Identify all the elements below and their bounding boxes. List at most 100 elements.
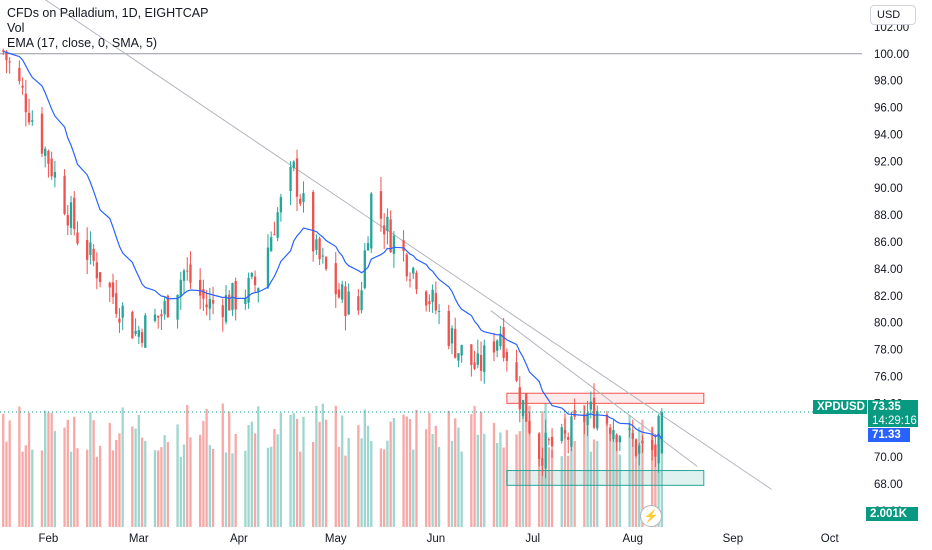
candle-body <box>292 161 295 169</box>
candle-body <box>108 282 111 288</box>
volume-bar <box>144 440 147 527</box>
candle-body <box>450 328 454 344</box>
volume-bar <box>189 437 192 527</box>
volume-bar <box>98 445 102 527</box>
volume-bar <box>115 439 118 527</box>
ema-line <box>3 50 663 440</box>
volume-bar <box>596 441 599 527</box>
volume-bar <box>5 441 8 527</box>
candle-body <box>528 420 531 434</box>
candle-body <box>589 401 592 410</box>
candle-body <box>98 272 102 283</box>
candle-body <box>544 432 547 469</box>
volume-bar <box>476 434 479 527</box>
candle-body <box>27 112 31 123</box>
candle-body <box>21 85 24 88</box>
chart-legend: CFDs on Palladium, 1D, EIGHTCAP Vol EMA … <box>7 6 208 51</box>
candle-body <box>470 344 473 365</box>
volume-bar <box>299 451 302 527</box>
candle-body <box>496 340 499 351</box>
volume-bar <box>479 411 483 527</box>
candle-body <box>638 445 641 454</box>
price-zones[interactable] <box>506 392 705 486</box>
volume-bar <box>515 434 518 527</box>
volume-bar <box>199 434 202 527</box>
candle-body <box>525 393 528 422</box>
volume-bar <box>370 440 373 527</box>
volume-bar <box>8 420 11 527</box>
candle-body <box>115 293 118 314</box>
volume-bar <box>583 404 586 527</box>
volume-bar <box>457 427 460 527</box>
volume-bar <box>266 447 270 527</box>
price-tick-label: 96.00 <box>874 103 903 115</box>
volume-bar <box>257 406 260 527</box>
volume-bar <box>641 419 644 527</box>
candle-body <box>247 277 250 303</box>
candle-body <box>412 267 415 274</box>
candlesticks <box>2 48 663 479</box>
volume-bar <box>605 422 609 527</box>
volume-bar <box>31 449 34 527</box>
candle-body <box>40 113 44 154</box>
volume-bar <box>289 415 292 527</box>
candle-body <box>476 353 479 365</box>
volume-bar <box>402 414 405 527</box>
volume-bar <box>618 454 622 527</box>
volume-bar <box>179 456 182 527</box>
ema-legend-label[interactable]: EMA (17, close, 0, SMA, 5) <box>7 36 158 50</box>
candle-body <box>454 328 457 358</box>
candle-body <box>654 444 657 457</box>
candle-body <box>386 216 389 231</box>
candle-body <box>315 239 318 250</box>
time-tick-label: Aug <box>623 533 643 545</box>
candle-body <box>341 284 344 300</box>
candle-body <box>137 330 140 337</box>
symbol-title[interactable]: CFDs on Palladium, 1D, EIGHTCAP <box>7 6 209 20</box>
candle-body <box>224 295 228 322</box>
time-tick-label: Apr <box>230 533 248 545</box>
volume-bar <box>415 409 418 527</box>
candle-body <box>357 296 360 311</box>
volume-bar <box>160 447 163 527</box>
candle-body <box>479 354 483 371</box>
candle-body <box>483 345 486 373</box>
volume-bar <box>334 405 337 527</box>
currency-selector[interactable]: USD <box>870 5 916 25</box>
volume-bar <box>2 413 5 527</box>
volume-bar <box>202 420 205 527</box>
candle-body <box>366 242 370 251</box>
candle-body <box>5 51 8 61</box>
volume-bar <box>660 436 663 527</box>
price-tick-label: 98.00 <box>874 76 903 88</box>
volume-bar <box>492 422 496 527</box>
last-price-tag: 73.35 <box>868 400 918 414</box>
price-axis[interactable]: 102.00100.0098.0096.0094.0092.0090.0088.… <box>874 22 909 518</box>
candle-body <box>179 279 182 297</box>
volume-bar <box>454 418 457 527</box>
volume-bar <box>205 408 208 527</box>
volume-bar <box>24 445 27 527</box>
ema-price-tag: 71.33 <box>868 428 910 442</box>
volume-bar <box>550 450 554 527</box>
candle-body <box>521 400 525 417</box>
symbol-price-tag: XPDUSD <box>813 400 867 414</box>
time-axis[interactable]: Feb Mar Apr May Jun Jul Aug Sep Oct <box>39 533 840 545</box>
volume-bar <box>21 451 24 527</box>
candle-body <box>473 362 476 369</box>
candle-body <box>66 215 69 226</box>
candle-body <box>24 93 27 113</box>
candle-body <box>550 436 554 447</box>
lightning-icon[interactable]: ⚡ <box>640 505 662 527</box>
volume-bar <box>302 416 305 527</box>
candle-body <box>76 232 79 244</box>
candle-body <box>499 333 502 347</box>
candle-body <box>583 414 586 423</box>
volume-bar <box>73 416 76 527</box>
price-tick-label: 88.00 <box>874 210 903 222</box>
volume-bar <box>612 430 615 527</box>
volume-bar <box>408 418 412 527</box>
volume-legend-label[interactable]: Vol <box>7 21 25 35</box>
volume-bar <box>424 429 428 527</box>
